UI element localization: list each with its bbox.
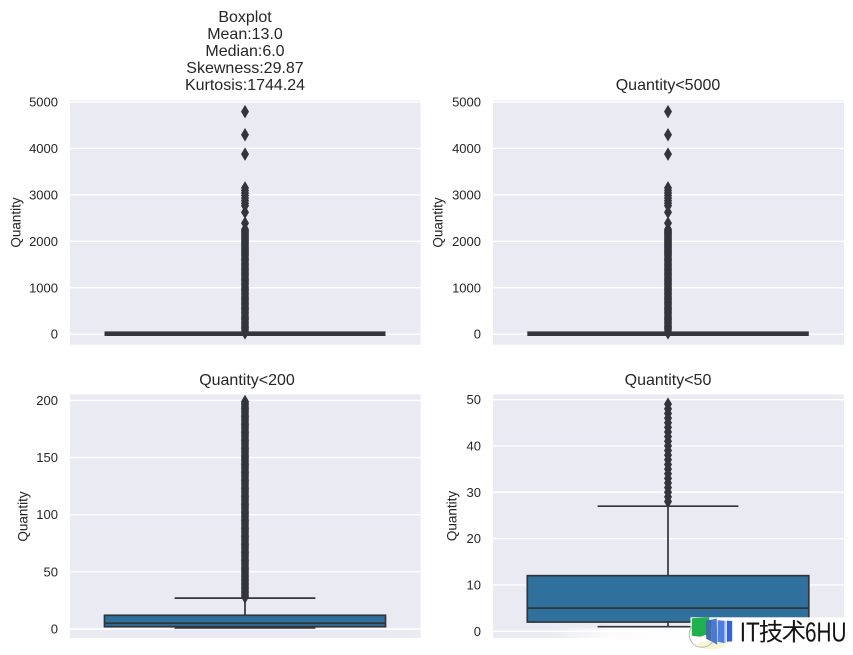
svg-text:1000: 1000	[29, 280, 58, 295]
svg-text:Quantity<200: Quantity<200	[199, 372, 295, 389]
svg-text:0: 0	[51, 622, 58, 637]
svg-text:Mean:13.0: Mean:13.0	[207, 26, 283, 43]
svg-text:0: 0	[474, 624, 481, 639]
svg-text:50: 50	[467, 392, 481, 407]
svg-text:10: 10	[467, 577, 481, 592]
svg-text:150: 150	[36, 450, 58, 465]
svg-text:Quantity: Quantity	[9, 197, 24, 248]
svg-text:Quantity: Quantity	[431, 197, 446, 248]
svg-text:Boxplot: Boxplot	[218, 9, 272, 26]
svg-text:4000: 4000	[452, 141, 481, 156]
svg-text:Quantity: Quantity	[445, 491, 460, 542]
svg-text:2000: 2000	[452, 234, 481, 249]
svg-text:3000: 3000	[29, 187, 58, 202]
svg-text:Skewness:29.87: Skewness:29.87	[186, 60, 304, 77]
svg-text:Kurtosis:1744.24: Kurtosis:1744.24	[185, 77, 305, 94]
svg-text:Quantity: Quantity	[16, 491, 31, 542]
svg-text:5000: 5000	[452, 94, 481, 109]
svg-text:50: 50	[44, 564, 58, 579]
svg-text:0: 0	[51, 327, 58, 342]
svg-text:1000: 1000	[452, 280, 481, 295]
svg-text:Quantity<5000: Quantity<5000	[616, 77, 721, 94]
svg-text:2000: 2000	[29, 234, 58, 249]
svg-text:30: 30	[467, 485, 481, 500]
svg-text:20: 20	[467, 531, 481, 546]
svg-text:40: 40	[467, 438, 481, 453]
svg-text:4000: 4000	[29, 141, 58, 156]
svg-text:0: 0	[474, 327, 481, 342]
svg-text:Quantity<50: Quantity<50	[625, 372, 712, 389]
svg-text:IT: IT	[740, 616, 760, 647]
svg-text:100: 100	[36, 507, 58, 522]
svg-text:6HU: 6HU	[805, 616, 847, 647]
svg-text:200: 200	[36, 393, 58, 408]
svg-text:5000: 5000	[29, 94, 58, 109]
svg-text:3000: 3000	[452, 187, 481, 202]
svg-text:Median:6.0: Median:6.0	[205, 43, 284, 60]
